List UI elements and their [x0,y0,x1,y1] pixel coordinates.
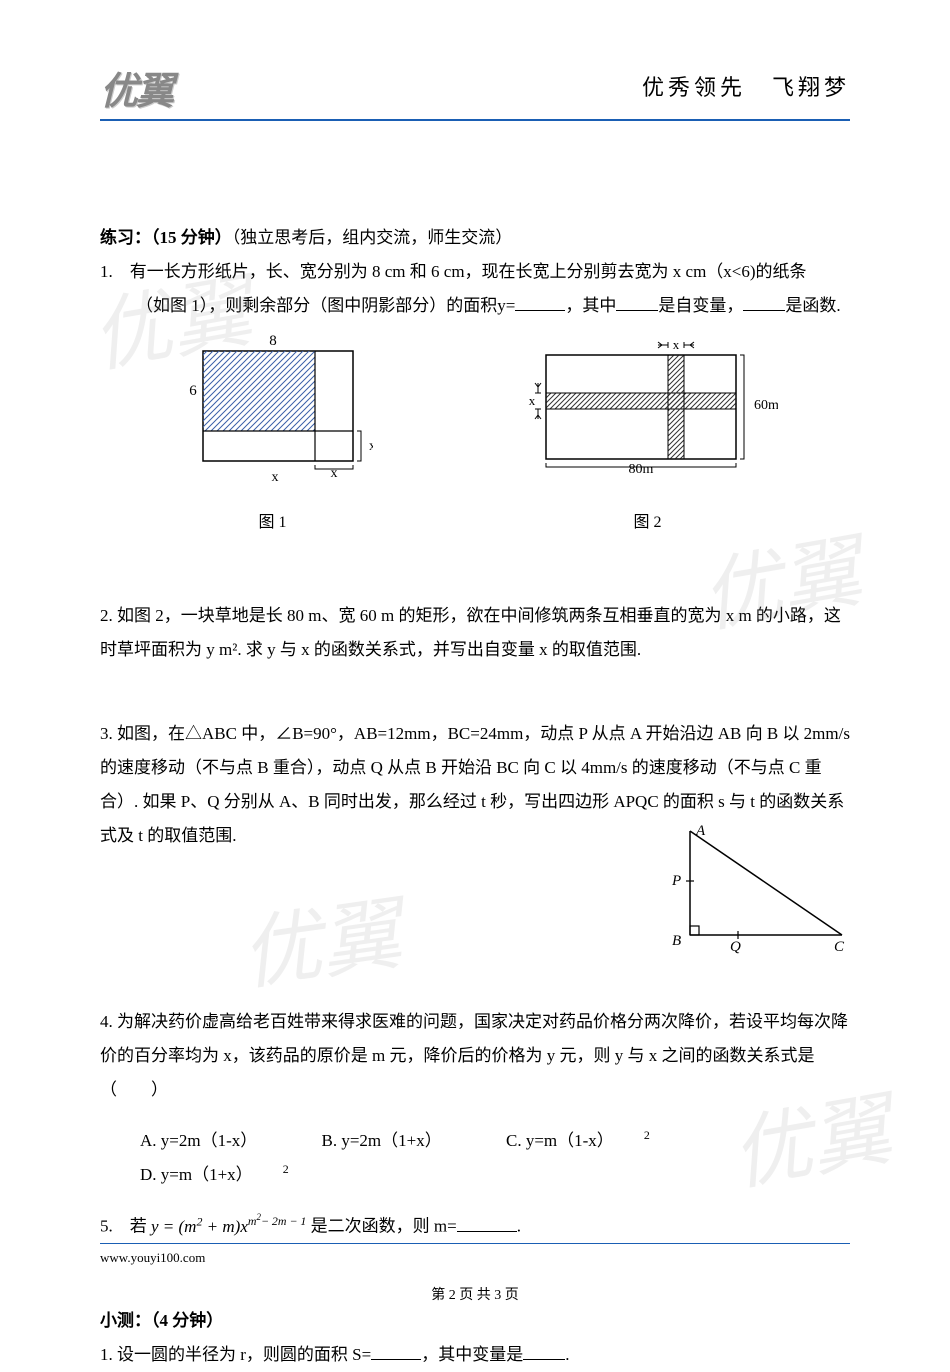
q2-text: 2. 如图 2，一块草地是长 80 m、宽 60 m 的矩形，欲在中间修筑两条互… [100,599,850,667]
blank-m [457,1212,517,1232]
svg-text:x: x [369,439,373,454]
q1-mid2: 是自变量， [658,296,743,315]
fig2-caption: 图 2 [518,507,778,539]
svg-text:8: 8 [269,333,277,349]
quiz-title: 小测： [100,1311,151,1330]
svg-text:x: x [672,337,679,352]
q1-mid: ，其中 [565,296,616,315]
blank-function [743,291,785,311]
svg-text:x: x [330,466,337,481]
logo: 优翼 [100,60,172,115]
svg-text:B: B [672,933,681,949]
figure-triangle: A B P Q C [620,823,850,963]
svg-text:80m: 80m [628,462,653,477]
blank-S [371,1340,421,1360]
practice-time: （15 分钟） [151,228,232,247]
fig1-caption: 图 1 [173,507,373,539]
quiz-time: （4 分钟） [151,1311,223,1330]
q1-line1: 1. 有一长方形纸片，长、宽分别为 8 cm 和 6 cm，现在长宽上分别剪去宽… [100,255,850,289]
svg-text:Q: Q [730,939,741,955]
svg-text:x: x [271,470,278,485]
header-slogan: 优秀领先 飞翔梦 [642,70,850,102]
q4-options: A. y=2m（1-x） B. y=2m（1+x） C. y=m（1-x）2 D… [100,1124,850,1192]
blank-var [523,1340,565,1360]
figure-2: 80m 60m x x [518,331,778,491]
q1-line2-pre: （如图 1），则剩余部分（图中阴影部分）的面积y= [136,296,515,315]
blank-y [515,291,565,311]
practice-subtitle: （独立思考后，组内交流，师生交流） [232,228,513,247]
body-content: 练习：（15 分钟）（独立思考后，组内交流，师生交流） 1. 有一长方形纸片，长… [100,221,850,1372]
svg-text:60m: 60m [754,398,778,413]
footer-url: www.youyi100.com [100,1250,850,1266]
page-footer: www.youyi100.com 第 2 页 共 3 页 [100,1243,850,1304]
svg-text:P: P [671,873,681,889]
footer-page-number: 第 2 页 共 3 页 [100,1284,850,1304]
svg-text:A: A [695,823,706,839]
blank-independent [616,291,658,311]
q1-end: 是函数. [785,296,840,315]
quiz-q1: 1. 设一圆的半径为 r，则圆的面积 S=，其中变量是. [100,1338,850,1372]
svg-text:x: x [528,393,535,408]
figure-1: 8 6 x x x [173,331,373,491]
q5: 5. 若 y = (m2 + m)xm2− 2m − 1 是二次函数，则 m=. [100,1209,850,1244]
q4-text: 4. 为解决药价虚高给老百姓带来得求医难的问题，国家决定对药品价格分两次降价，若… [100,1005,850,1107]
practice-title: 练习： [100,228,151,247]
svg-text:6: 6 [189,383,197,399]
svg-text:C: C [834,939,845,955]
page-header: 优翼 优秀领先 飞翔梦 [100,60,850,121]
